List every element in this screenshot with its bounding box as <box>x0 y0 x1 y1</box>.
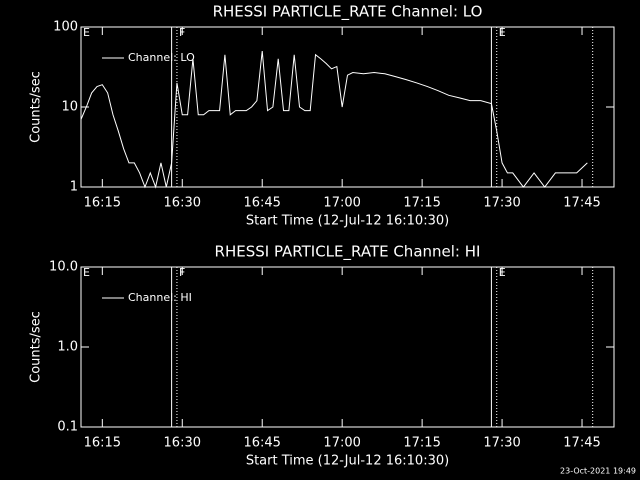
y-tick-label: 1.0 <box>57 340 78 355</box>
y-tick-label: 1 <box>70 180 78 195</box>
x-tick-label: 17:15 <box>403 436 440 451</box>
legend-label: Channel: HI <box>128 291 192 304</box>
flag-label: E <box>499 26 506 39</box>
x-tick-label: 16:15 <box>84 196 121 211</box>
chart-title: RHESSI PARTICLE_RATE Channel: LO <box>213 3 483 22</box>
x-tick-label: 17:00 <box>323 196 360 211</box>
flag-label: E <box>83 26 90 39</box>
x-tick-label: 17:45 <box>563 196 600 211</box>
x-tick-label: 17:00 <box>323 436 360 451</box>
x-tick-label: 16:45 <box>243 196 280 211</box>
x-tick-label: 16:30 <box>164 436 201 451</box>
x-tick-label: 16:15 <box>84 436 121 451</box>
flag-label: F <box>179 26 185 39</box>
y-axis-label: Counts/sec <box>29 71 44 143</box>
y-tick-label: 10 <box>61 100 78 115</box>
footer: 23-Oct-2021 19:49 <box>560 467 636 476</box>
flag-label: E <box>499 266 506 279</box>
x-tick-label: 17:30 <box>483 436 520 451</box>
data-line <box>80 51 588 189</box>
x-tick-label: 17:30 <box>483 196 520 211</box>
y-tick-label: 0.1 <box>57 420 78 435</box>
y-tick-label: 10.0 <box>49 260 78 275</box>
x-tick-label: 16:30 <box>164 196 201 211</box>
chart-title: RHESSI PARTICLE_RATE Channel: HI <box>215 243 481 262</box>
y-axis-label: Counts/sec <box>29 311 44 383</box>
flag-label: F <box>179 266 185 279</box>
x-axis-label: Start Time (12-Jul-12 16:10:30) <box>246 214 449 229</box>
legend-label: Channel: LO <box>128 51 195 64</box>
flag-label: E <box>83 266 90 279</box>
x-tick-label: 17:15 <box>403 196 440 211</box>
y-tick-label: 100 <box>53 20 78 35</box>
x-axis-label: Start Time (12-Jul-12 16:10:30) <box>246 454 449 469</box>
x-tick-label: 17:45 <box>563 436 600 451</box>
x-tick-label: 16:45 <box>243 436 280 451</box>
